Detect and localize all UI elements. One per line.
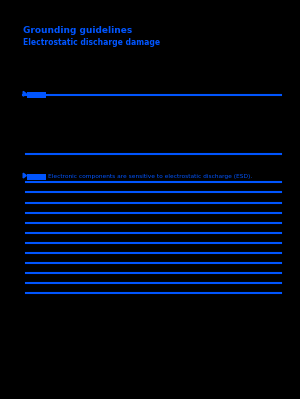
Text: Electronic components are sensitive to electrostatic discharge (ESD).: Electronic components are sensitive to e… bbox=[48, 174, 252, 179]
Polygon shape bbox=[23, 173, 26, 178]
Bar bbox=[27, 92, 46, 98]
Text: Electrostatic discharge damage: Electrostatic discharge damage bbox=[23, 38, 160, 47]
Polygon shape bbox=[23, 91, 26, 96]
Bar bbox=[27, 174, 46, 180]
Text: Grounding guidelines: Grounding guidelines bbox=[23, 26, 132, 35]
